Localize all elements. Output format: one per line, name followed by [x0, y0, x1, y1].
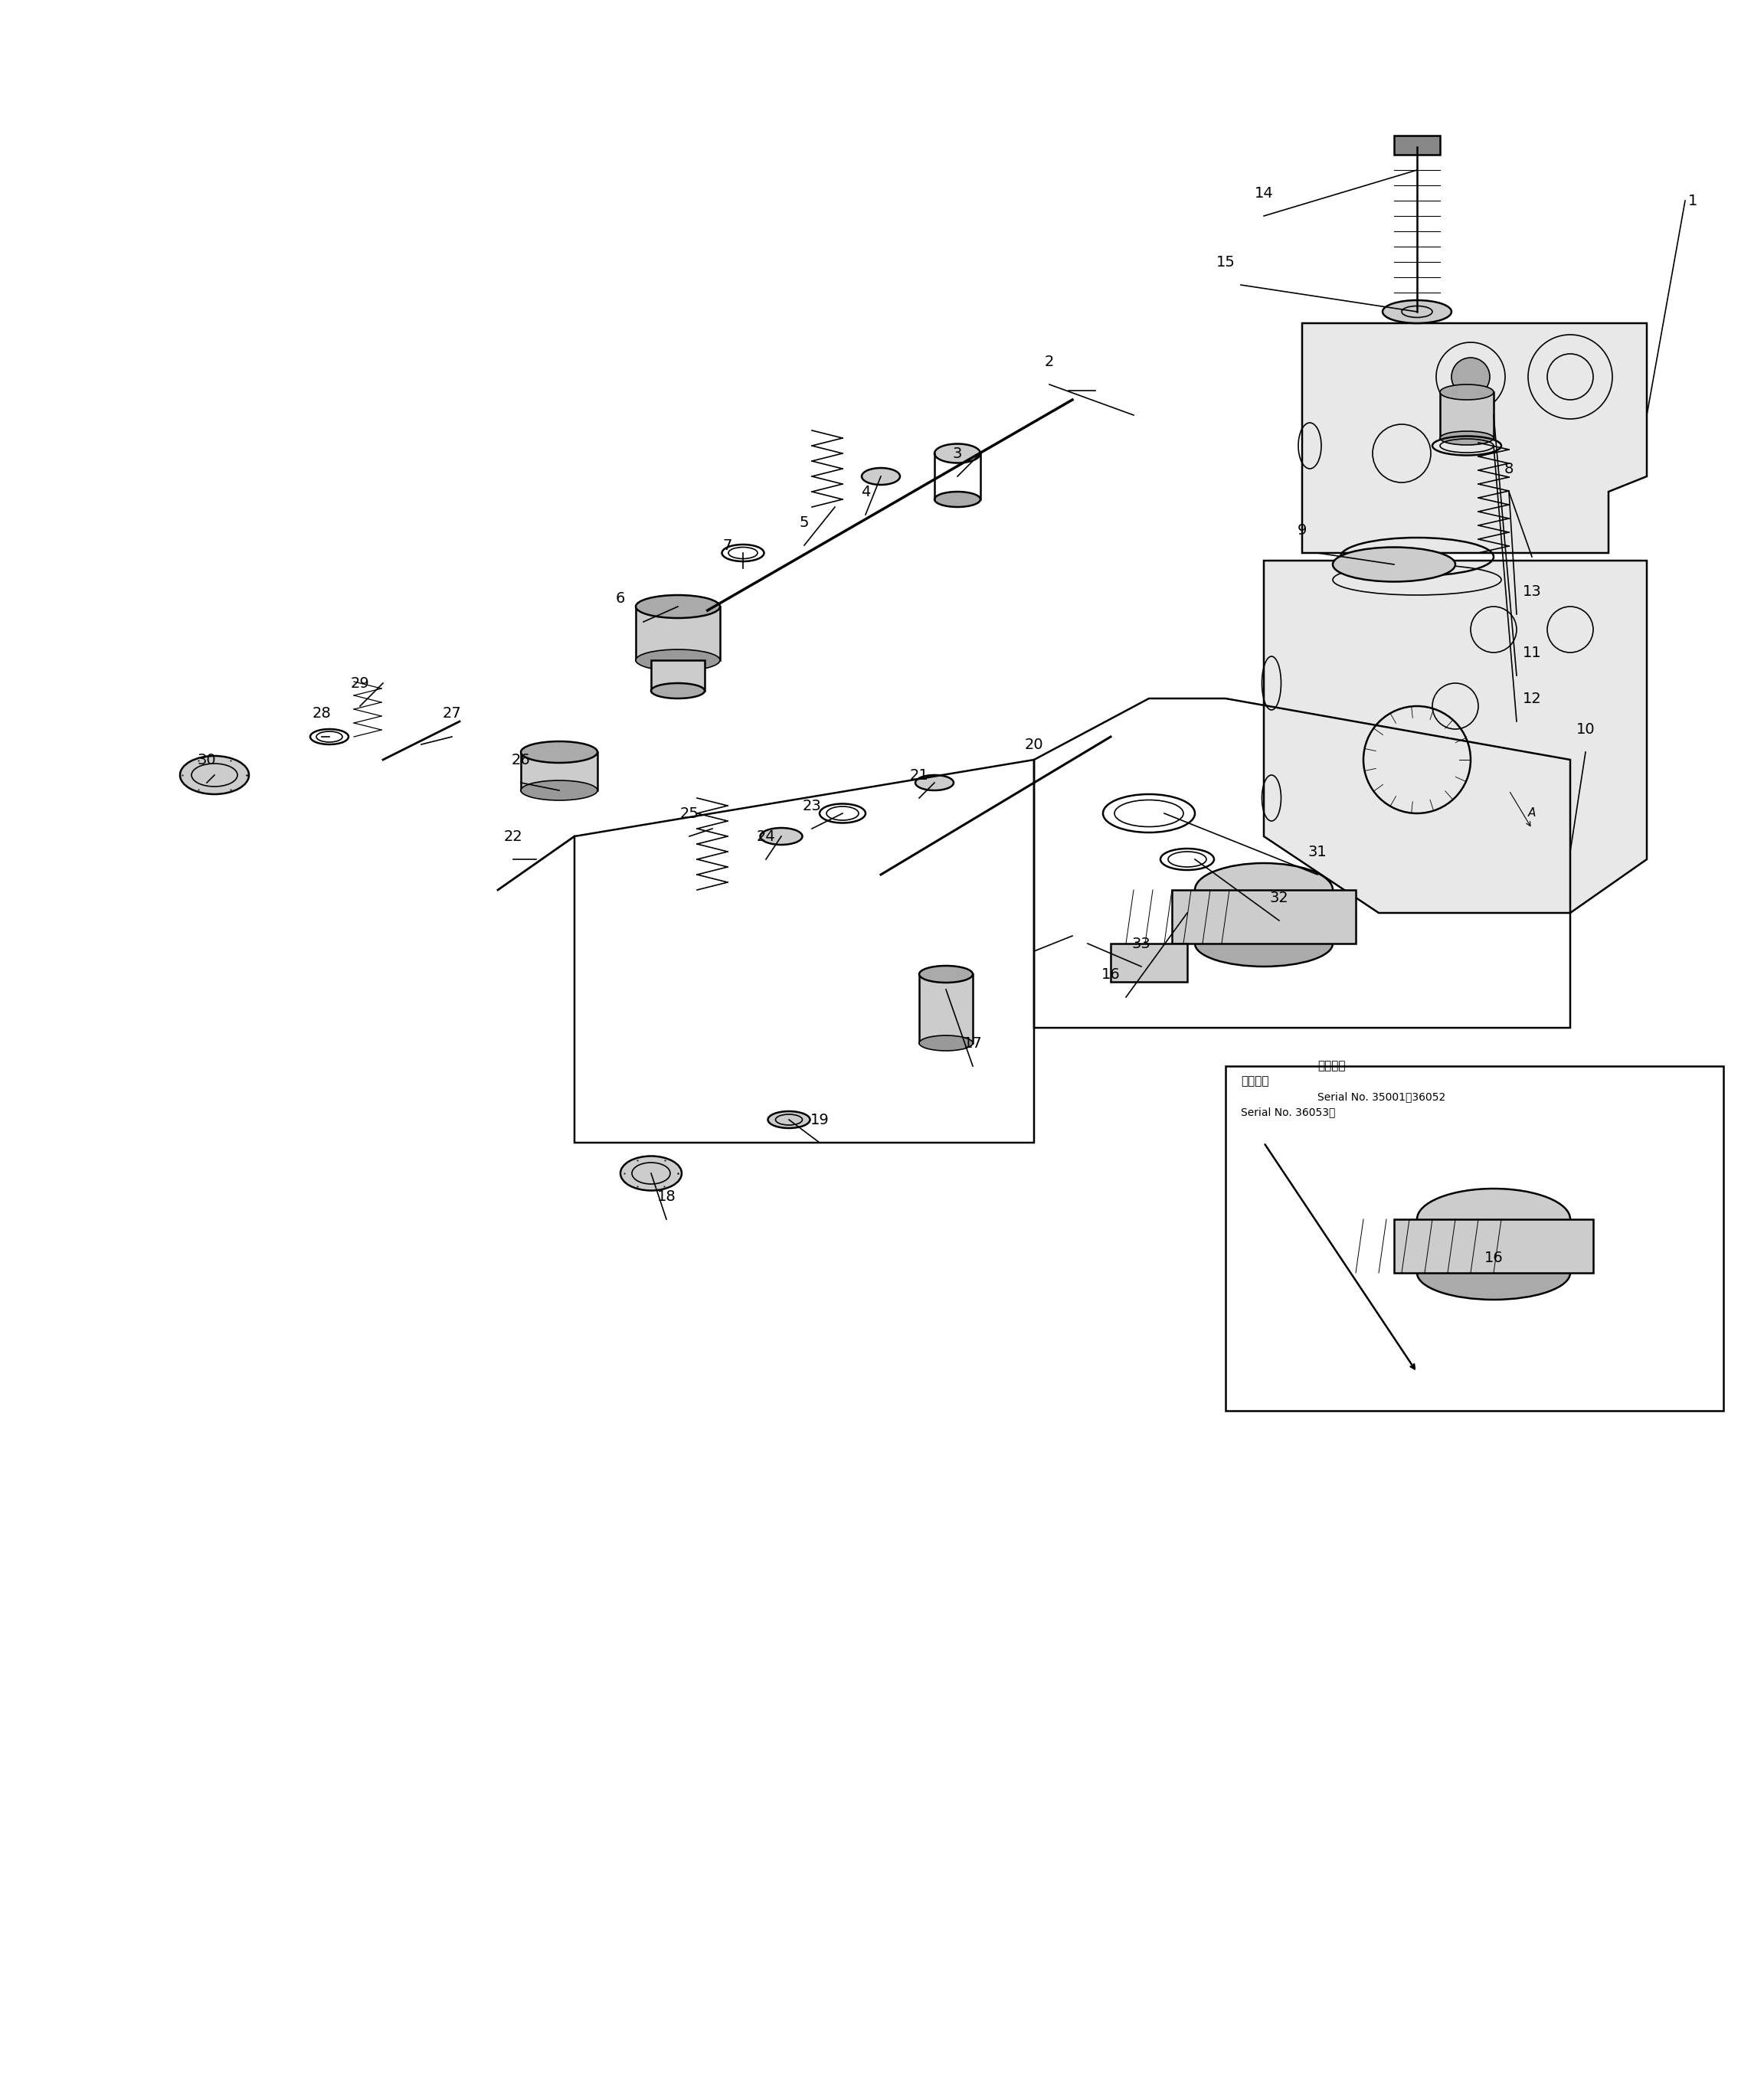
Bar — [651, 659, 704, 691]
Text: 21: 21 — [910, 769, 928, 783]
Text: Serial No. 35001～36052: Serial No. 35001～36052 — [1318, 1092, 1445, 1103]
Text: 13: 13 — [1522, 584, 1542, 598]
Text: 30: 30 — [198, 752, 217, 766]
Text: 適用号機: 適用号機 — [1318, 1060, 1346, 1071]
Ellipse shape — [919, 1035, 972, 1050]
Polygon shape — [1302, 323, 1648, 552]
Text: Serial No. 36053～: Serial No. 36053～ — [1240, 1107, 1335, 1117]
Ellipse shape — [1194, 863, 1334, 918]
Text: 12: 12 — [1522, 691, 1542, 706]
Text: 6: 6 — [616, 592, 624, 607]
Polygon shape — [1263, 561, 1648, 914]
Text: 22: 22 — [505, 830, 522, 844]
Text: 20: 20 — [1025, 737, 1044, 752]
Text: 2: 2 — [1044, 355, 1055, 370]
Bar — [1171, 890, 1357, 943]
Ellipse shape — [1416, 1189, 1570, 1249]
Text: 26: 26 — [512, 752, 531, 766]
Ellipse shape — [520, 781, 598, 800]
Text: 18: 18 — [656, 1189, 676, 1203]
Ellipse shape — [935, 491, 981, 506]
Ellipse shape — [621, 1157, 681, 1191]
Ellipse shape — [1194, 920, 1334, 966]
Bar — [520, 752, 598, 790]
Bar — [635, 607, 720, 659]
Text: 適用号機: 適用号機 — [1240, 1075, 1268, 1088]
Ellipse shape — [651, 682, 704, 699]
Text: 14: 14 — [1254, 185, 1274, 200]
Ellipse shape — [919, 966, 972, 983]
Text: 10: 10 — [1575, 722, 1595, 737]
Text: 9: 9 — [1297, 523, 1307, 538]
Bar — [1226, 1067, 1723, 1411]
Ellipse shape — [916, 775, 954, 790]
Bar — [1394, 1220, 1593, 1273]
Text: 5: 5 — [799, 514, 810, 529]
Text: 33: 33 — [1132, 937, 1150, 951]
Bar — [919, 974, 972, 1044]
Text: 27: 27 — [443, 706, 462, 720]
Text: 28: 28 — [312, 706, 332, 720]
Circle shape — [1452, 357, 1491, 397]
Text: 11: 11 — [1522, 645, 1542, 659]
Text: 16: 16 — [1101, 966, 1120, 981]
Text: 7: 7 — [723, 538, 732, 552]
Ellipse shape — [1439, 384, 1494, 399]
Ellipse shape — [767, 1111, 810, 1128]
Text: 4: 4 — [861, 485, 870, 500]
Text: 8: 8 — [1505, 462, 1514, 477]
Text: 31: 31 — [1307, 844, 1327, 859]
Ellipse shape — [861, 468, 900, 485]
Ellipse shape — [520, 741, 598, 762]
Ellipse shape — [635, 649, 720, 670]
Text: 23: 23 — [803, 798, 822, 813]
Text: 15: 15 — [1215, 254, 1235, 269]
Bar — [1111, 943, 1187, 983]
Text: 16: 16 — [1484, 1250, 1503, 1264]
Text: 19: 19 — [810, 1113, 829, 1128]
Text: 32: 32 — [1270, 890, 1289, 905]
Ellipse shape — [1416, 1245, 1570, 1300]
Ellipse shape — [180, 756, 249, 794]
Text: 3: 3 — [953, 445, 961, 460]
Text: 1: 1 — [1688, 193, 1697, 208]
Ellipse shape — [935, 443, 981, 462]
Ellipse shape — [635, 594, 720, 617]
Text: 24: 24 — [757, 830, 776, 844]
Ellipse shape — [1439, 430, 1494, 445]
Text: 17: 17 — [963, 1035, 983, 1050]
Bar — [1394, 136, 1439, 155]
Ellipse shape — [1383, 300, 1452, 323]
Bar — [1439, 393, 1494, 439]
Text: A: A — [1528, 808, 1536, 819]
Text: 29: 29 — [351, 676, 369, 691]
Ellipse shape — [1334, 548, 1455, 582]
Text: 25: 25 — [679, 806, 699, 821]
Ellipse shape — [760, 827, 803, 844]
